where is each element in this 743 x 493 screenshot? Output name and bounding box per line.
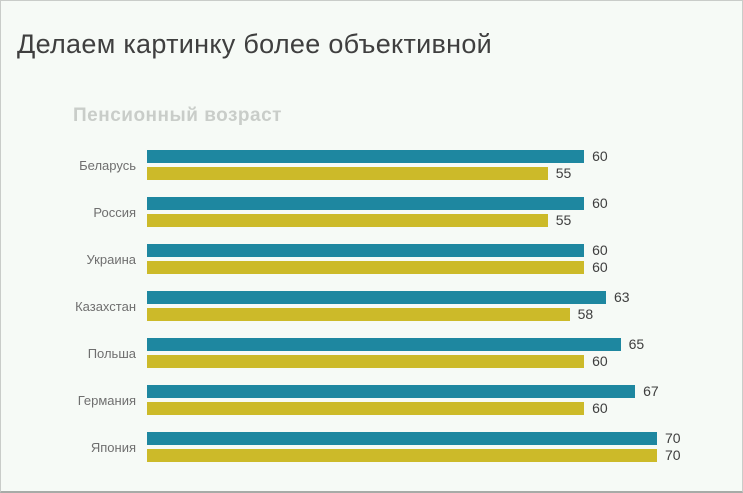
slide-title: Делаем картинку более объективной — [17, 29, 493, 59]
bar-line: 65 — [147, 336, 742, 352]
bar-upper-teal — [147, 338, 621, 351]
bar-chart: Беларусь 60 55 Россия 60 55 Украина 60 60 Казахст… — [1, 148, 742, 479]
bar-group: 63 58 — [147, 289, 742, 322]
bar-line: 60 — [147, 400, 742, 416]
value-label: 60 — [592, 400, 608, 416]
bar-upper-teal — [147, 385, 636, 398]
value-label: 60 — [592, 353, 608, 369]
value-label: 70 — [665, 430, 681, 446]
bar-line: 70 — [147, 447, 742, 463]
bar-line: 55 — [147, 165, 742, 181]
bar-lower-yellow — [147, 308, 570, 321]
bar-group: 60 60 — [147, 242, 742, 275]
category-label: Беларусь — [79, 157, 136, 173]
value-label: 58 — [577, 306, 594, 322]
bar-upper-teal — [147, 432, 657, 445]
bar-lower-yellow — [147, 355, 585, 368]
value-label: 67 — [643, 383, 659, 399]
bar-lower-yellow — [147, 402, 585, 415]
chart-row: Япония 70 70 — [1, 430, 742, 463]
bar-line: 67 — [147, 383, 742, 399]
category-label: Казахстан — [75, 298, 136, 314]
category-label: Япония — [90, 439, 136, 455]
bar-upper-teal — [147, 291, 606, 304]
bar-lower-yellow — [147, 261, 585, 274]
chart-row: Украина 60 60 — [1, 242, 742, 275]
bar-line: 60 — [147, 195, 742, 211]
chart-row: Беларусь 60 55 — [1, 148, 742, 181]
bar-group: 60 55 — [147, 195, 742, 228]
chart-row: Россия 60 55 — [1, 195, 742, 228]
value-label: 60 — [592, 259, 608, 275]
bar-lower-yellow — [147, 214, 548, 227]
bar-line: 60 — [147, 148, 742, 164]
bar-upper-teal — [147, 244, 585, 257]
bar-lower-yellow — [147, 167, 548, 180]
value-label: 65 — [628, 336, 645, 352]
bar-upper-teal — [147, 197, 585, 210]
chart-row: Германия 67 60 — [1, 383, 742, 416]
bar-group: 65 60 — [147, 336, 742, 369]
bar-lower-yellow — [147, 449, 657, 462]
bar-line: 60 — [147, 353, 742, 369]
bar-line: 55 — [147, 212, 742, 228]
bar-line: 58 — [147, 306, 742, 322]
chart-row: Казахстан 63 58 — [1, 289, 742, 322]
bar-line: 63 — [147, 289, 742, 305]
chart-title: Пенсионный возраст — [73, 105, 282, 126]
bar-line: 60 — [147, 259, 742, 275]
chart-row: Польша 65 60 — [1, 336, 742, 369]
bar-group: 70 70 — [147, 430, 742, 463]
category-label: Украина — [86, 251, 137, 267]
bar-upper-teal — [147, 150, 585, 163]
value-label: 60 — [592, 195, 608, 211]
category-label: Германия — [77, 392, 136, 408]
value-label: 70 — [665, 447, 681, 463]
value-label: 60 — [592, 148, 608, 164]
value-label: 63 — [614, 289, 630, 305]
bar-group: 60 55 — [147, 148, 742, 181]
category-label: Россия — [93, 204, 136, 220]
value-label: 60 — [592, 242, 608, 258]
value-label: 55 — [555, 212, 572, 228]
bar-group: 67 60 — [147, 383, 742, 416]
bar-line: 70 — [147, 430, 742, 446]
category-label: Польша — [87, 345, 136, 361]
value-label: 55 — [555, 165, 572, 181]
bar-line: 60 — [147, 242, 742, 258]
